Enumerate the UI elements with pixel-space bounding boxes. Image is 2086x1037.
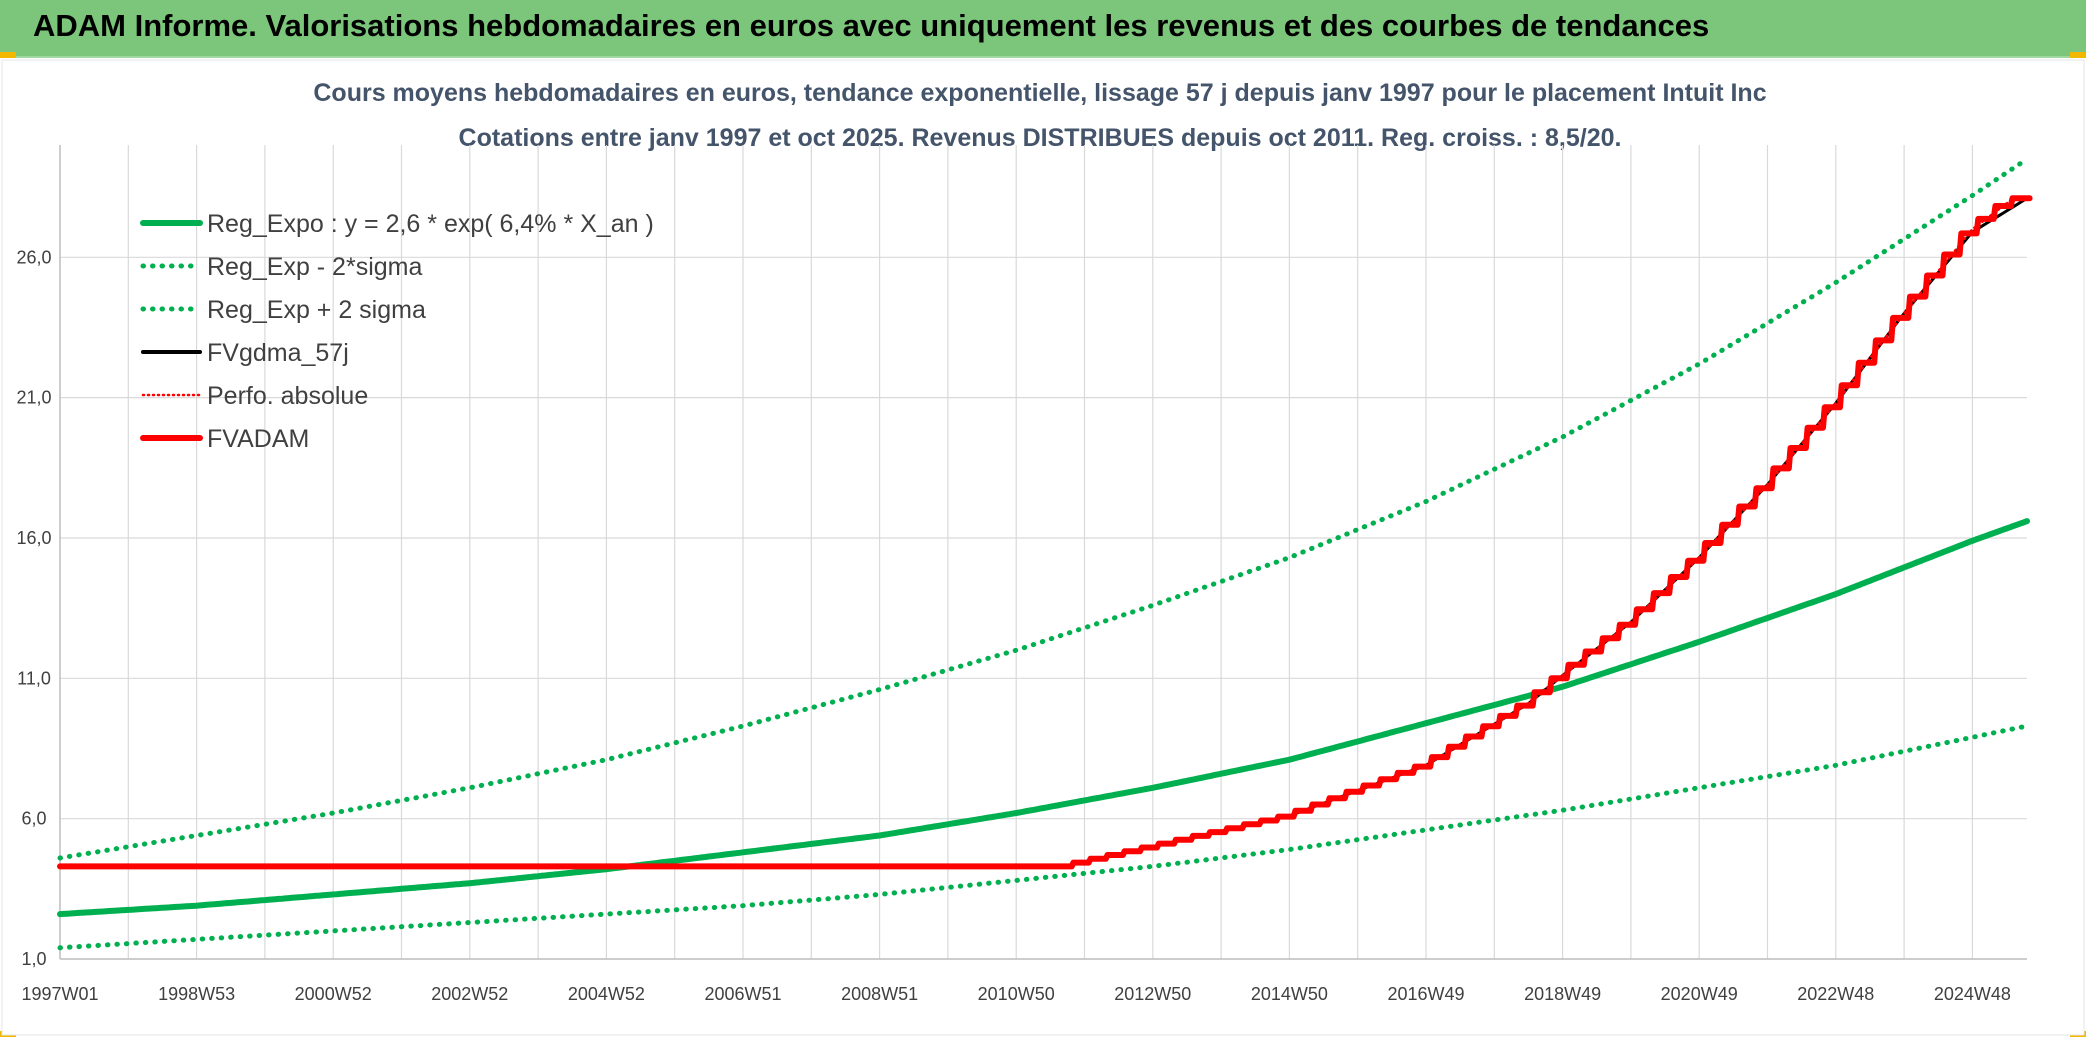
x-tick-label: 2016W49 [1387,984,1464,1004]
plot-series [57,156,2033,951]
series-line [58,197,2015,868]
axes: 1,0 6,0 11,0 16,0 21,0 26,0 1997W01 1998W53 2000… [16,145,2027,1004]
x-tick-label: 1997W01 [21,984,98,1004]
x-tick-label: 2008W51 [841,984,918,1004]
chart-subtitle: Cotations entre janv 1997 et oct 2025. R… [459,124,1622,152]
banner-title: ADAM Informe. Valorisations hebdomadaire… [33,8,1710,43]
x-tick-label: 2014W50 [1251,984,1328,1004]
legend-label: Perfo. absolue [207,382,368,410]
x-tick-label: 2010W50 [978,984,1055,1004]
x-tick-label: 2012W50 [1114,984,1191,1004]
header-banner: ADAM Informe. Valorisations hebdomadaire… [0,0,2086,58]
chart-area [1,59,2085,1036]
series-line [57,518,2030,918]
line-chart: Cours moyens hebdomadaires en euros, ten… [1,59,2085,1036]
corner-mark [0,52,16,58]
y-tick-label: 1,0 [21,949,46,969]
y-tick-label: 26,0 [16,247,51,267]
x-tick-label: 2004W52 [568,984,645,1004]
x-tick-label: 1998W53 [158,984,235,1004]
x-tick-label: 2006W51 [704,984,781,1004]
legend-label: Reg_Expo : y = 2,6 * exp( 6,4% * X_an ) [207,210,654,238]
legend-label: Reg_Exp + 2 sigma [207,296,426,324]
x-tick-label: 2002W52 [431,984,508,1004]
chart-title: Cours moyens hebdomadaires en euros, ten… [313,79,1766,107]
corner-mark [2070,52,2086,58]
series-line [57,156,2030,861]
legend: Reg_Expo : y = 2,6 * exp( 6,4% * X_an ) R… [140,210,654,453]
x-tick-label: 2022W48 [1797,984,1874,1004]
x-tick-label: 2018W49 [1524,984,1601,1004]
y-tick-label: 16,0 [16,528,51,548]
x-tick-label: 2020W49 [1661,984,1738,1004]
legend-label: FVgdma_57j [207,339,349,367]
legend-label: FVADAM [207,425,309,453]
x-tick-label: 2024W48 [1934,984,2011,1004]
legend-label: Reg_Exp - 2*sigma [207,253,422,281]
y-tick-label: 21,0 [16,388,51,408]
series-line [57,723,2030,951]
y-tick-label: 6,0 [21,809,46,829]
x-tick-label: 2000W52 [295,984,372,1004]
y-tick-label: 11,0 [17,668,51,688]
